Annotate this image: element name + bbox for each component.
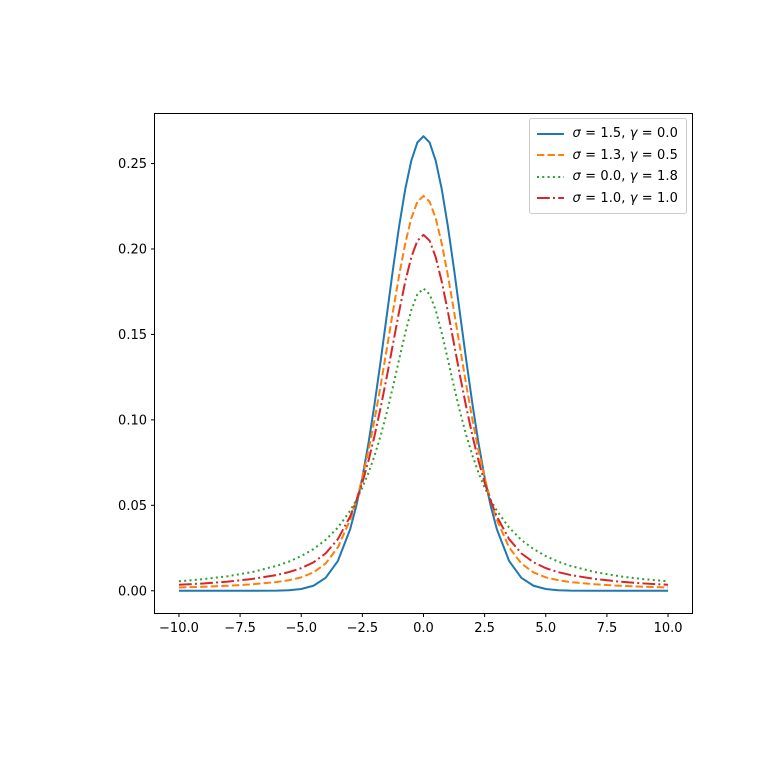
legend-line-sample-dashed xyxy=(536,154,564,157)
x-tick-label: −5.0 xyxy=(285,621,317,636)
curve-1-dashed xyxy=(178,194,669,589)
legend-item-3: σ = 1.0, γ = 1.0 xyxy=(536,188,678,210)
x-tick-label: −2.5 xyxy=(347,621,379,636)
x-tick-label: −10.0 xyxy=(159,621,199,636)
legend-label-1: σ = 1.3, γ = 0.5 xyxy=(572,147,678,163)
legend-label-2: σ = 0.0, γ = 1.8 xyxy=(572,169,678,185)
curve-0-solid xyxy=(178,135,669,592)
y-tick-label: 0.15 xyxy=(118,328,147,343)
x-tick-label: 10.0 xyxy=(654,621,683,636)
y-tick-label: 0.00 xyxy=(118,584,147,599)
legend-item-1: σ = 1.3, γ = 0.5 xyxy=(536,145,678,167)
legend-line-sample-dashdot xyxy=(536,197,564,200)
x-tick-label: 7.5 xyxy=(597,621,618,636)
x-tick-label: 0.0 xyxy=(413,621,434,636)
curve-3-dashdot xyxy=(178,233,669,586)
legend-item-0: σ = 1.5, γ = 0.0 xyxy=(536,123,678,145)
y-tick-label: 0.20 xyxy=(118,242,147,257)
curve-2-dotted xyxy=(178,287,669,583)
x-tick-label: 2.5 xyxy=(474,621,495,636)
legend: σ = 1.5, γ = 0.0 σ = 1.3, γ = 0.5 σ = 0.… xyxy=(528,118,687,214)
x-tick-label: −7.5 xyxy=(224,621,256,636)
x-tick-label: 5.0 xyxy=(535,621,556,636)
y-tick-label: 0.05 xyxy=(118,499,147,514)
y-tick-label: 0.10 xyxy=(118,413,147,428)
legend-line-sample-dotted xyxy=(536,175,564,178)
y-tick-label: 0.25 xyxy=(118,157,147,172)
legend-item-2: σ = 0.0, γ = 1.8 xyxy=(536,166,678,188)
legend-line-sample-solid xyxy=(536,132,564,135)
legend-label-0: σ = 1.5, γ = 0.0 xyxy=(572,126,678,142)
legend-label-3: σ = 1.0, γ = 1.0 xyxy=(572,190,678,206)
